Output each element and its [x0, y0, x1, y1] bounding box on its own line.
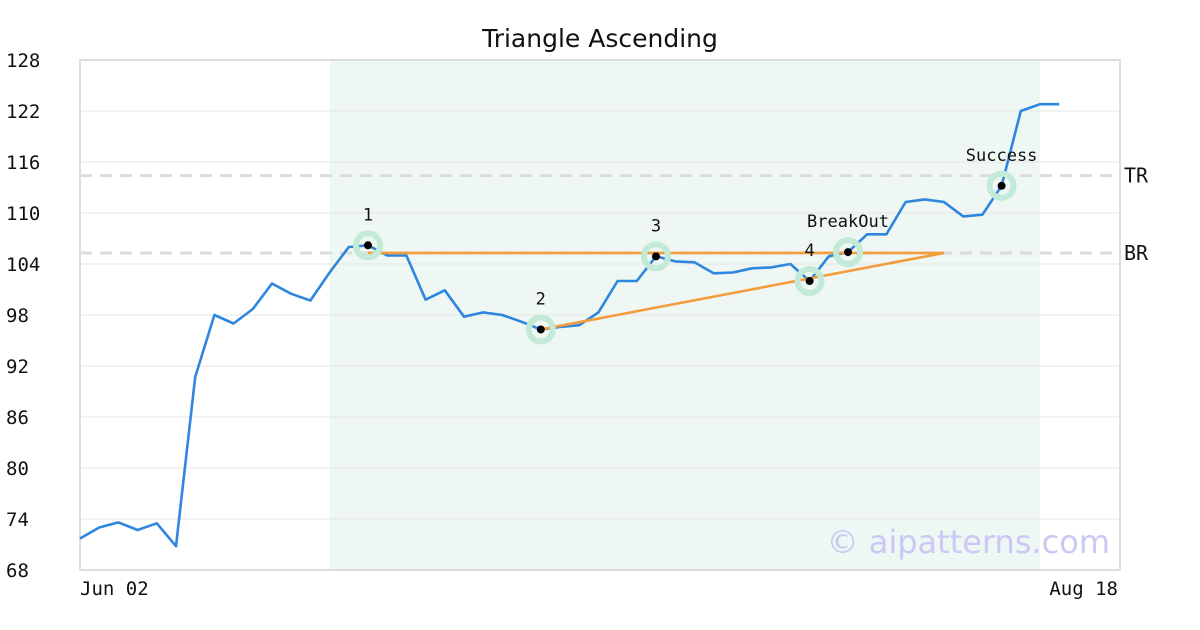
point-label-1: 1	[363, 205, 373, 225]
y-tick-label: 92	[6, 356, 29, 378]
support-trendline	[540, 251, 945, 331]
y-tick-label: 116	[6, 152, 40, 174]
y-tick-label: 122	[6, 101, 40, 123]
chart-title: Triangle Ascending	[482, 24, 718, 53]
y-tick-label: 128	[6, 50, 40, 72]
y-tick-label: 80	[6, 458, 29, 480]
point-ring-3	[641, 241, 671, 272]
watermark: © aipatterns.com	[827, 523, 1110, 561]
level-label-tr: TR	[1124, 164, 1149, 188]
point-ring-success	[986, 170, 1017, 201]
point-dot-4	[805, 277, 814, 285]
point-dot-2	[536, 325, 545, 334]
x-tick-label: Jun 02	[80, 578, 149, 600]
point-ring-breakout	[833, 237, 863, 268]
plot-frame	[79, 59, 1121, 571]
point-label-3: 3	[651, 216, 661, 236]
point-ring-2	[525, 314, 556, 345]
y-tick-label: 98	[6, 305, 29, 327]
y-tick-label: 104	[6, 254, 40, 276]
y-tick-label: 68	[6, 560, 29, 582]
y-tick-label: 110	[6, 203, 40, 225]
price-line	[79, 102, 1060, 548]
point-dot-3	[652, 252, 660, 261]
point-label-success: Success	[966, 146, 1038, 166]
point-label-4: 4	[804, 241, 814, 261]
y-tick-label: 86	[6, 407, 29, 429]
level-label-br: BR	[1124, 241, 1149, 265]
point-label-2: 2	[536, 289, 546, 309]
point-label-breakout: BreakOut	[807, 212, 889, 232]
point-dot-breakout	[844, 248, 852, 257]
point-ring-4	[794, 266, 825, 296]
point-ring-1	[353, 230, 383, 261]
point-dot-1	[364, 241, 372, 250]
x-tick-label: Aug 18	[1049, 578, 1118, 600]
point-dot-success	[997, 181, 1006, 190]
y-tick-label: 74	[6, 509, 29, 531]
